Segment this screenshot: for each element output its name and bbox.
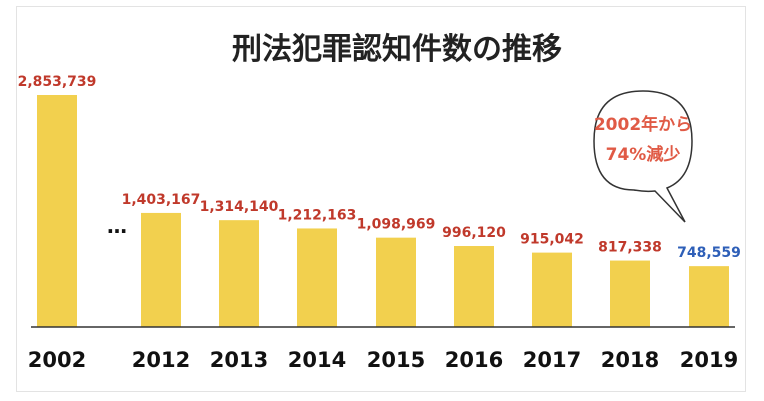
value-label-2013: 1,314,140 [200,199,279,215]
callout-bubble: 2002年から 74%減少 [593,90,693,223]
chart-frame: 刑法犯罪認知件数の推移 2,853,739 1,403,167 1,314,140 1… [16,6,746,392]
bar-2017 [532,252,572,327]
x-tick-2002: 2002 [28,348,86,372]
x-tick-2019: 2019 [680,348,738,372]
x-tick-2013: 2013 [210,348,268,372]
value-label-2015: 1,098,969 [357,217,436,233]
value-label-2016: 996,120 [442,225,506,241]
value-labels-group: 2,853,739 1,403,167 1,314,1401,212,1631,09… [18,74,741,261]
bar-2018 [610,260,650,327]
value-label-2002: 2,853,739 [18,74,97,90]
x-tick-2012: 2012 [132,348,190,372]
bar-2012 [141,212,181,327]
value-label-2018: 817,338 [598,240,662,256]
x-tick-2014: 2014 [288,348,346,372]
x-tick-labels-group: 2002 2012 2013 2014 2015 2016 2017 2018 2019 [28,348,738,372]
x-tick-2016: 2016 [445,348,503,372]
value-label-2017: 915,042 [520,232,584,248]
callout-line-1: 2002年から [594,114,692,135]
x-tick-2018: 2018 [601,348,659,372]
callout-shape [593,90,693,223]
x-tick-2017: 2017 [523,348,581,372]
bar-2013 [219,220,259,327]
bar-2014 [297,228,337,327]
value-label-2019: 748,559 [677,245,741,261]
value-label-2012: 1,403,167 [122,192,201,208]
x-tick-2015: 2015 [367,348,425,372]
bars-group [37,95,729,327]
chart-title: 刑法犯罪認知件数の推移 [232,32,562,67]
axis-gap-marker: … [107,214,127,238]
bar-2002 [37,95,77,327]
bar-2019 [689,266,729,327]
callout-line-2: 74%減少 [606,144,681,165]
bar-2015 [376,237,416,327]
value-label-2014: 1,212,163 [278,207,357,223]
bar-2016 [454,246,494,327]
